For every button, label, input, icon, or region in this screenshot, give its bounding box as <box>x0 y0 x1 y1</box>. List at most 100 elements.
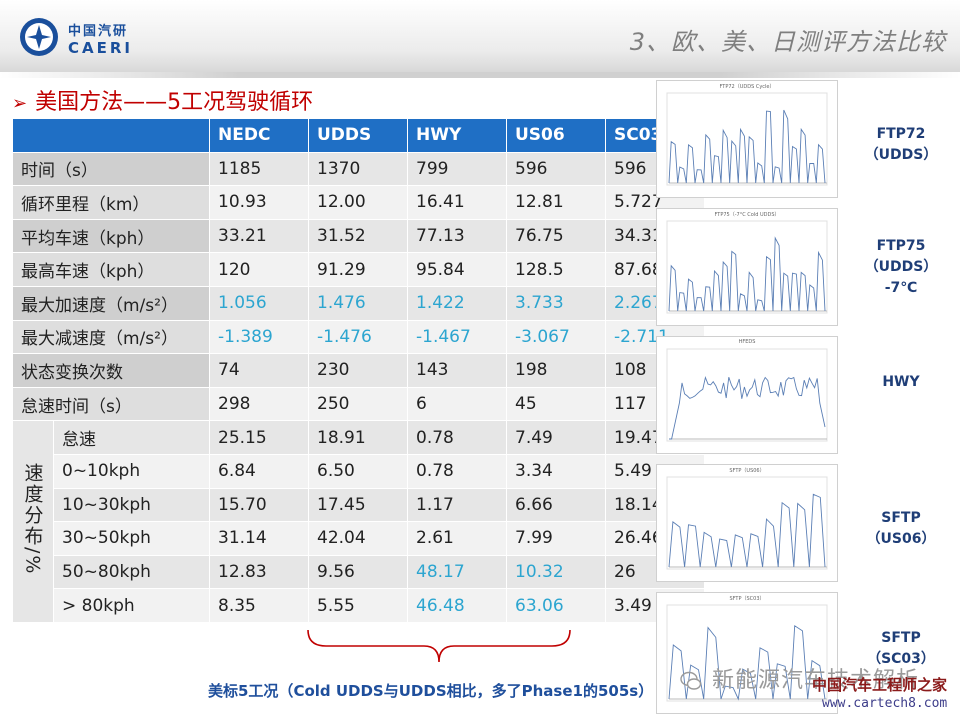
caeri-logo: 中国汽研 CAERI <box>18 14 168 60</box>
table-cell: 6 <box>407 386 507 422</box>
table-cell: 16.41 <box>407 185 507 220</box>
speed-band-label: 10~30kph <box>53 487 210 523</box>
footnote: 美标5工况（Cold UDDS与UDDS相比，多了Phase1的505s） <box>208 682 654 700</box>
cycle-plot-title: SFTP（US06） <box>729 468 765 474</box>
table-cell: 250 <box>308 386 408 422</box>
table-cell: 7.99 <box>506 521 606 556</box>
column-header-us06: US06 <box>506 118 606 153</box>
table-cell: 76.75 <box>506 218 606 254</box>
table-cell: 230 <box>308 353 408 388</box>
table-cell: -1.476 <box>308 319 408 355</box>
table-cell: 8.35 <box>209 588 309 623</box>
table-cell: 77.13 <box>407 218 507 254</box>
caeri-emblem-icon <box>20 18 58 56</box>
table-row: 30~50kph 31.14 42.04 2.61 7.99 26.46 <box>13 521 705 556</box>
table-cell: 298 <box>209 386 309 422</box>
arrow-bullet-icon: ➢ <box>12 93 28 114</box>
cycle-plot-2: FTP75（-7°C Cold UDDS） <box>656 208 838 326</box>
table-cell: 12.81 <box>506 185 606 220</box>
row-label: 时间（s） <box>12 151 210 187</box>
table-cell: 0.78 <box>407 453 507 489</box>
cycle-plot-title: HFEDS <box>738 339 756 345</box>
logo-chinese-text: 中国汽研 <box>68 24 129 39</box>
cycle-label: HWY <box>882 374 920 390</box>
table-cell: 3.34 <box>506 453 606 489</box>
speed-band-label: 怠速 <box>53 420 210 455</box>
row-label: 最大减速度（m/s²） <box>12 319 210 355</box>
speed-distribution-label: 速度分布/% <box>12 420 54 623</box>
table-row: 10~30kph 15.70 17.45 1.17 6.66 18.14 <box>13 487 705 523</box>
table-cell: 1.422 <box>407 285 507 321</box>
cycle-comparison-table: NEDC UDDS HWY US06 SC03 时间（s） 1185 1370 799 596 59… <box>12 118 705 623</box>
speed-band-label: 30~50kph <box>53 521 210 556</box>
section-title-text: 美国方法——5工况驾驶循环 <box>35 90 314 115</box>
row-label: 循环里程（km） <box>12 185 210 220</box>
watermark-site: www.cartech8.com <box>822 696 948 711</box>
table-cell: -1.389 <box>209 319 309 355</box>
table-cell: 74 <box>209 353 309 388</box>
table-row: > 80kph 8.35 5.55 46.48 63.06 3.49 <box>13 588 705 623</box>
table-row: 状态变换次数 74 230 143 198 108 <box>12 353 705 388</box>
table-cell: 143 <box>407 353 507 388</box>
table-cell: 799 <box>407 151 507 187</box>
row-label: 状态变换次数 <box>12 353 210 388</box>
header-band <box>0 0 960 72</box>
table-cell: -3.067 <box>506 319 606 355</box>
row-label: 最高车速（kph） <box>12 252 210 287</box>
table-cell: 7.49 <box>506 420 606 455</box>
table-cell: 6.50 <box>308 453 408 489</box>
cycle-plot-5: SFTP（SC03） <box>656 592 838 714</box>
table-cell: 2.61 <box>407 521 507 556</box>
table-row: 循环里程（km） 10.93 12.00 16.41 12.81 5.727 <box>12 185 705 220</box>
logo-english-text: CAERI <box>68 39 133 57</box>
table-cell: 17.45 <box>308 487 408 523</box>
table-row: 速度分布/% 怠速 25.15 18.91 0.78 7.49 19.47 <box>12 420 705 623</box>
bracket-brace <box>307 630 571 663</box>
table-cell: 15.70 <box>209 487 309 523</box>
table-cell: 10.32 <box>506 554 606 590</box>
table-row: 最大减速度（m/s²） -1.389 -1.476 -1.467 -3.067 -2.71… <box>12 319 705 355</box>
cycle-label: FTP75 （UDDS） -7℃ <box>864 238 938 296</box>
speed-band-label: 50~80kph <box>53 554 210 590</box>
table-cell: 45 <box>506 386 606 422</box>
table-cell: 1.476 <box>308 285 408 321</box>
table-cell: 3.733 <box>506 285 606 321</box>
table-cell: 1.17 <box>407 487 507 523</box>
table-cell: 596 <box>506 151 606 187</box>
table-cell: 1.056 <box>209 285 309 321</box>
column-header-hwy: HWY <box>407 118 507 153</box>
cycle-plot-3: HFEDS <box>656 336 838 454</box>
table-cell: 5.55 <box>308 588 408 623</box>
table-cell: 42.04 <box>308 521 408 556</box>
table-cell: 46.48 <box>407 588 507 623</box>
table-cell: 1370 <box>308 151 408 187</box>
table-cell: 31.14 <box>209 521 309 556</box>
table-cell: 9.56 <box>308 554 408 590</box>
cycle-label: FTP72 （UDDS） <box>864 126 938 163</box>
speed-band-label: > 80kph <box>53 588 210 623</box>
table-cell: -1.467 <box>407 319 507 355</box>
table-cell: 10.93 <box>209 185 309 220</box>
row-label: 怠速时间（s） <box>12 386 210 422</box>
table-row: 0~10kph 6.84 6.50 0.78 3.34 5.49 <box>13 453 705 489</box>
cycle-plot-1: FTP72（UDDS Cycle） <box>656 80 838 198</box>
table-row: 平均车速（kph） 33.21 31.52 77.13 76.75 34.31 <box>12 218 705 254</box>
table-row: 50~80kph 12.83 9.56 48.17 10.32 26 <box>13 554 705 590</box>
table-cell: 12.83 <box>209 554 309 590</box>
row-label: 平均车速（kph） <box>12 218 210 254</box>
cycle-plot-title: SFTP（SC03） <box>729 596 765 602</box>
header-corner-cell <box>12 118 210 153</box>
table-cell: 120 <box>209 252 309 287</box>
watermark-brand: 中国汽车工程师之家 <box>812 676 948 694</box>
table-cell: 91.29 <box>308 252 408 287</box>
cycle-label: SFTP （US06） <box>866 510 936 547</box>
slide-title: 3、欧、美、日测评方法比较 <box>629 28 946 56</box>
wechat-icon <box>680 671 702 690</box>
cycle-plot-title: FTP75（-7°C Cold UDDS） <box>714 212 780 218</box>
table-cell: 6.66 <box>506 487 606 523</box>
table-cell: 48.17 <box>407 554 507 590</box>
watermark-text: 新能源汽车技术解析 <box>712 668 920 693</box>
table-cell: 128.5 <box>506 252 606 287</box>
column-header-nedc: NEDC <box>209 118 309 153</box>
title-divider <box>0 72 960 78</box>
